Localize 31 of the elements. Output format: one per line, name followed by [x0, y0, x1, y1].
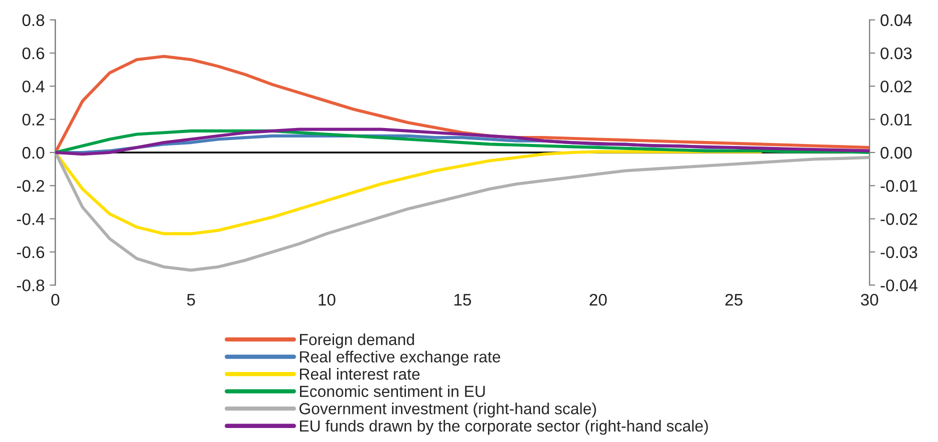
y2-tick-label: 0.01 [880, 114, 912, 126]
legend-label: Economic sentiment in EU [300, 385, 485, 398]
y-tick-label: 0.8 [22, 14, 44, 26]
legend-label: Real effective exchange rate [300, 350, 500, 366]
y2-tick-label: -0.04 [880, 279, 918, 292]
y-tick-label: -0.8 [16, 279, 44, 292]
x-tick-label: 15 [454, 294, 472, 306]
y2-tick-label: 0.00 [880, 146, 912, 159]
y2-tick-label: -0.03 [880, 246, 918, 258]
y-tick-label: -0.4 [16, 213, 44, 225]
y-tick-label: 0.0 [22, 146, 44, 159]
y-tick-label: -0.2 [16, 180, 44, 192]
y2-tick-label: -0.02 [880, 213, 918, 225]
y2-tick-label: -0.01 [880, 180, 918, 192]
x-tick-label: 0 [51, 294, 60, 306]
y-tick-label: 0.4 [22, 80, 44, 92]
x-tick-label: 10 [318, 294, 336, 306]
x-tick-label: 5 [187, 294, 195, 306]
y2-tick-label: 0.04 [880, 14, 912, 26]
y2-tick-label: 0.03 [880, 47, 912, 60]
x-tick-label: 20 [590, 294, 607, 306]
legend-label: EU funds drawn by the corporate sector (right-hand scale) [300, 420, 708, 435]
legend-label: Foreign demand [300, 333, 414, 348]
x-tick-label: 25 [725, 294, 742, 306]
legend-label: Government investment (right-hand scale) [299, 402, 596, 418]
legend-label: Real interest rate [300, 368, 420, 380]
y2-tick-label: 0.02 [880, 80, 912, 92]
y-tick-label: -0.6 [16, 246, 44, 258]
y-tick-label: 0.6 [22, 47, 44, 60]
x-tick-label: 30 [860, 294, 878, 306]
y-tick-label: 0.2 [22, 114, 44, 126]
